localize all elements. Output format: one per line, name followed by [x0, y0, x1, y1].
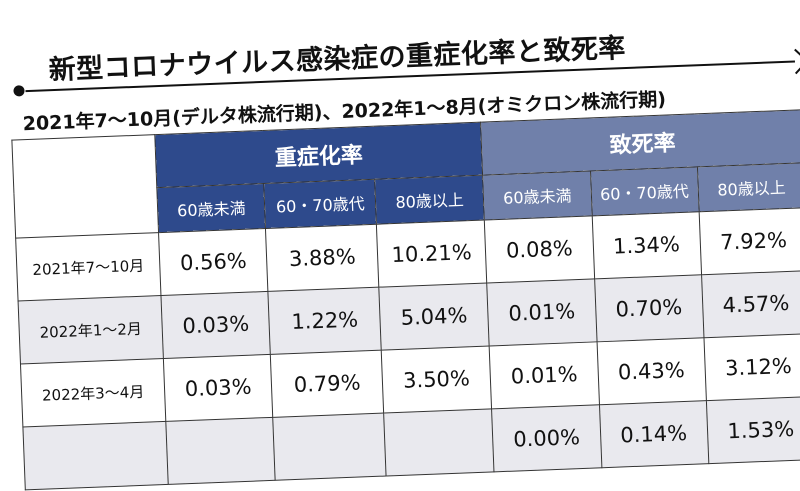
article-figure: 新型コロナウイルス感染症の重症化率と致死率 2021年7〜10月(デルタ株流行期…	[11, 33, 800, 490]
row-label	[22, 421, 169, 490]
table-cell: 10.21%	[376, 220, 487, 288]
table-cell: 3.50%	[381, 345, 492, 414]
table-cell: 0.56%	[158, 228, 269, 296]
table-cell: 0.43%	[596, 337, 706, 405]
column-header: 60歳未満	[156, 183, 266, 233]
column-header: 80歳以上	[696, 162, 800, 212]
bullet-dot-icon	[13, 85, 25, 97]
table-cell: 1.53%	[705, 396, 800, 464]
table-cell: 3.12%	[703, 333, 800, 401]
table-cell: 0.01%	[486, 278, 597, 346]
table-cell: 0.08%	[484, 215, 595, 284]
table-cell: 0.01%	[489, 341, 600, 409]
column-header: 60・70歳代	[590, 166, 699, 216]
rates-table: 重症化率 致死率 60歳未満 60・70歳代 80歳以上 60歳未満 60・70…	[11, 109, 800, 490]
table-cell	[383, 408, 495, 477]
table-cell: 1.34%	[591, 211, 702, 279]
table-cell: 0.70%	[594, 274, 704, 342]
table-cell: 4.57%	[701, 270, 800, 338]
column-header: 60・70歳代	[264, 179, 377, 229]
table-cell: 5.04%	[378, 283, 490, 351]
column-header: 60歳未満	[482, 170, 592, 221]
row-label: 2022年1〜2月	[18, 295, 164, 364]
table-cell: 1.22%	[268, 287, 382, 355]
table-cell: 7.92%	[698, 207, 800, 275]
table-cell: 0.03%	[160, 291, 271, 359]
table-cell: 0.14%	[599, 400, 709, 468]
table-cell	[273, 413, 387, 481]
arrow-right-icon	[783, 48, 800, 75]
column-header: 80歳以上	[374, 175, 485, 225]
table-cell: 0.00%	[491, 404, 602, 472]
table-cell: 0.03%	[163, 354, 274, 422]
table-cell: 3.88%	[265, 224, 379, 292]
table-cell	[165, 417, 276, 485]
table-cell: 0.79%	[270, 350, 384, 418]
row-label: 2022年3〜4月	[20, 358, 166, 427]
table-corner	[11, 134, 159, 239]
row-label: 2021年7〜10月	[15, 232, 161, 302]
